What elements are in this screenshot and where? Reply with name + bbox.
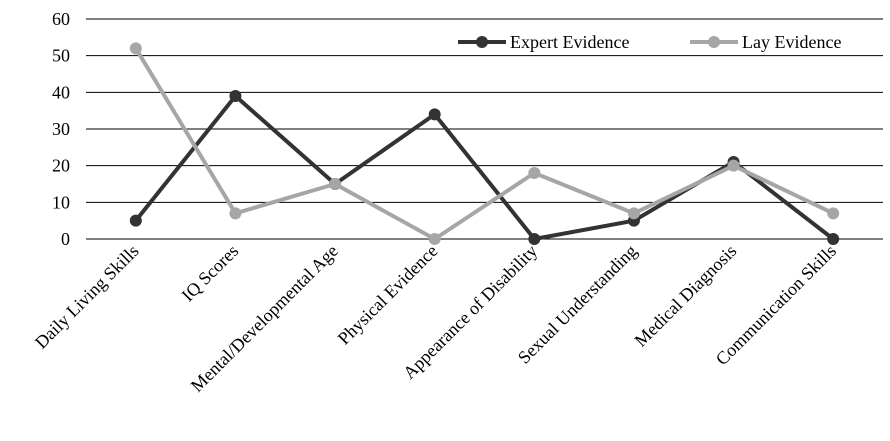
series-group xyxy=(129,42,840,245)
data-point xyxy=(627,207,640,220)
x-axis-ticks: Daily Living Skills IQ ScoresMental/Devel… xyxy=(31,241,840,396)
series-lay xyxy=(129,42,840,245)
y-tick-label: 60 xyxy=(52,9,70,29)
x-tick-label: Daily Living Skills xyxy=(31,241,143,353)
legend: Expert Evidence Lay Evidence xyxy=(458,32,841,52)
x-tick-label: Physical Evidence xyxy=(334,241,442,349)
data-point xyxy=(827,233,840,245)
y-tick-label: 30 xyxy=(52,119,70,139)
series-line xyxy=(134,47,835,241)
x-tick-label: Medical Diagnosis xyxy=(630,241,740,351)
y-tick-label: 40 xyxy=(52,82,70,102)
legend-item: Expert Evidence xyxy=(458,32,629,52)
data-point xyxy=(428,108,441,121)
y-tick-label: 50 xyxy=(52,46,70,66)
data-point xyxy=(428,233,441,245)
data-point xyxy=(528,233,541,245)
data-point xyxy=(528,167,541,179)
data-point xyxy=(129,214,142,227)
gridlines xyxy=(86,18,883,240)
legend-item: Lay Evidence xyxy=(690,32,841,52)
legend-label: Expert Evidence xyxy=(510,32,629,52)
y-tick-label: 0 xyxy=(61,229,70,249)
legend-marker xyxy=(476,36,488,48)
data-point xyxy=(827,207,840,220)
y-tick-label: 10 xyxy=(52,192,70,212)
data-point xyxy=(329,178,342,190)
legend-marker xyxy=(708,36,720,48)
data-point xyxy=(727,159,740,172)
data-point xyxy=(229,207,242,220)
data-point xyxy=(229,90,242,102)
data-point xyxy=(129,42,142,55)
legend-label: Lay Evidence xyxy=(742,32,841,52)
y-axis-ticks: 0 10 20 30 40 50 60 xyxy=(52,9,70,249)
x-tick-label: IQ Scores xyxy=(178,241,243,306)
y-tick-label: 20 xyxy=(52,156,70,176)
